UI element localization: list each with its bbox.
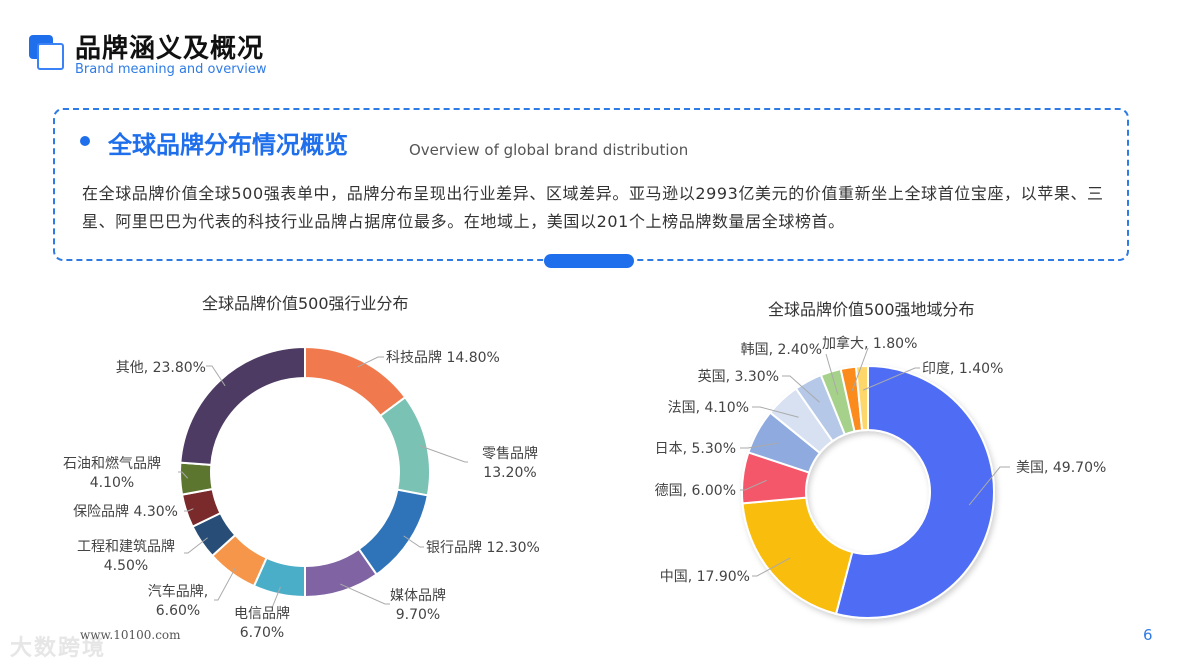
slice-label: 韩国, 2.40% bbox=[741, 342, 822, 358]
logo-front-square bbox=[37, 43, 64, 70]
slice-label: 中国, 17.90% bbox=[660, 569, 750, 585]
leader-line bbox=[740, 479, 767, 491]
slice-1-0[interactable] bbox=[834, 364, 995, 619]
page-subtitle: Brand meaning and overview bbox=[75, 62, 267, 77]
leader-line bbox=[206, 365, 226, 387]
slice-1-1[interactable] bbox=[741, 496, 854, 616]
leader-line bbox=[825, 353, 839, 395]
watermark-logo: 大数跨境 bbox=[10, 636, 107, 661]
slice-label: 德国, 6.00% bbox=[655, 483, 736, 499]
slice-label: 汽车品牌, bbox=[148, 583, 208, 600]
slice-label: 美国, 49.70% bbox=[1016, 460, 1106, 476]
bullet-dot-icon bbox=[80, 136, 90, 146]
region-donut-chart bbox=[741, 364, 995, 619]
leader-line bbox=[752, 406, 799, 418]
leader-line bbox=[752, 557, 791, 577]
leader-line bbox=[968, 466, 1010, 506]
slice-label: 媒体品牌 bbox=[390, 587, 446, 604]
leader-line bbox=[740, 442, 779, 449]
leader-line bbox=[271, 586, 281, 609]
footer-url: www.10100.com bbox=[80, 628, 181, 642]
leader-line bbox=[184, 537, 208, 554]
section-logo-icon bbox=[29, 35, 64, 70]
slice-label: 6.70% bbox=[240, 625, 284, 641]
leader-line bbox=[214, 566, 237, 601]
slice-label: 印度, 1.40% bbox=[922, 361, 1003, 377]
slice-label: 9.70% bbox=[396, 607, 440, 623]
slice-label: 13.20% bbox=[483, 465, 536, 481]
slice-label: 英国, 3.30% bbox=[698, 368, 779, 385]
slice-label: 电信品牌 bbox=[234, 605, 290, 622]
industry-chart-title: 全球品牌价值500强行业分布 bbox=[202, 294, 409, 313]
summary-text: 在全球品牌价值全球500强表单中，品牌分布呈现出行业差异、区域差异。亚马逊以29… bbox=[82, 184, 1104, 231]
leader-line bbox=[419, 445, 468, 463]
slice-label: 银行品牌 12.30% bbox=[426, 539, 540, 556]
page-title: 品牌涵义及概况 bbox=[75, 34, 265, 64]
leader-line bbox=[782, 375, 820, 403]
slice-label: 零售品牌 bbox=[482, 445, 538, 462]
slice-0-9[interactable] bbox=[179, 345, 306, 466]
slice-label: 其他, 23.80% bbox=[116, 360, 206, 376]
summary-heading: 全球品牌分布情况概览 bbox=[108, 131, 348, 159]
slice-label: 法国, 4.10% bbox=[668, 400, 749, 416]
leader-line bbox=[178, 471, 189, 479]
decorative-pill bbox=[544, 254, 634, 268]
leader-line bbox=[862, 367, 920, 391]
leader-line bbox=[851, 347, 869, 392]
slice-label: 日本, 5.30% bbox=[655, 441, 736, 457]
slice-0-2[interactable] bbox=[357, 488, 429, 576]
leader-line bbox=[184, 508, 194, 512]
slice-0-8[interactable] bbox=[179, 461, 214, 496]
slice-label: 4.50% bbox=[104, 558, 148, 574]
slice-label: 科技品牌 14.80% bbox=[386, 349, 500, 366]
slice-label: 工程和建筑品牌 bbox=[77, 538, 175, 555]
summary-heading-en: Overview of global brand distribution bbox=[409, 141, 689, 159]
leader-line bbox=[340, 583, 390, 605]
slice-1-8[interactable] bbox=[854, 364, 869, 432]
slice-label: 4.10% bbox=[90, 475, 134, 491]
leader-line bbox=[403, 535, 424, 548]
industry-donut-chart bbox=[179, 345, 431, 599]
slice-label: 6.60% bbox=[156, 603, 200, 619]
page-number: 6 bbox=[1143, 626, 1153, 644]
region-chart-title: 全球品牌价值500强地域分布 bbox=[768, 300, 975, 319]
slice-label: 石油和燃气品牌 bbox=[63, 455, 161, 472]
leader-line bbox=[357, 356, 384, 368]
chart-labels: 科技品牌 14.80% 零售品牌 13.20% 银行品牌 12.30% 媒体品牌 9.70… bbox=[63, 335, 1106, 641]
slice-label: 保险品牌 4.30% bbox=[73, 503, 178, 520]
slice-label: 加拿大, 1.80% bbox=[822, 335, 917, 352]
